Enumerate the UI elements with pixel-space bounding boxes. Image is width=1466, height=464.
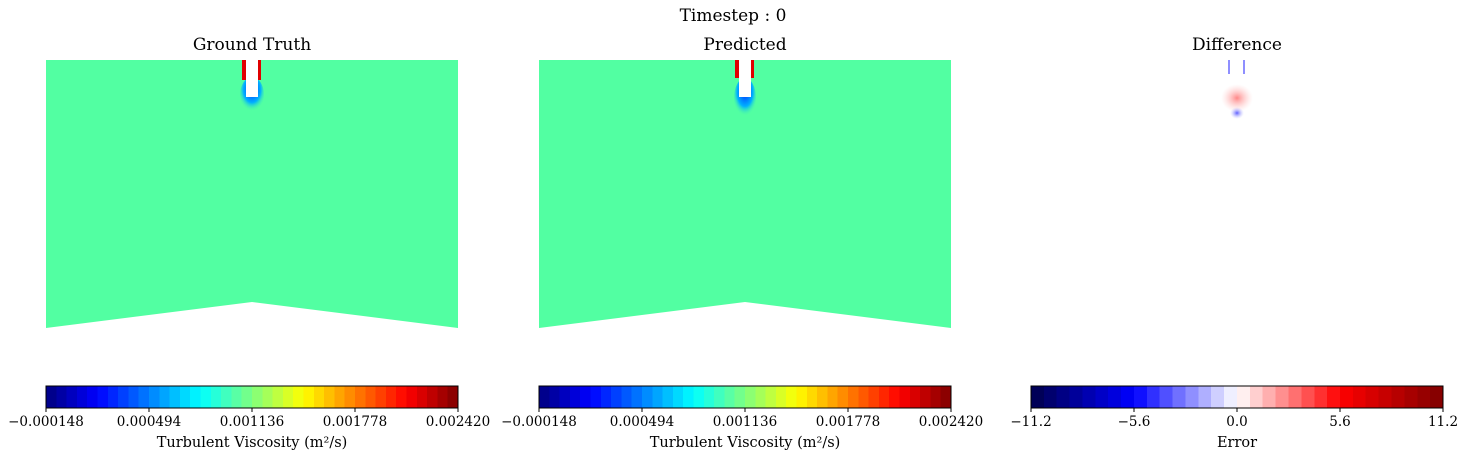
- field-ground-truth: [46, 60, 458, 328]
- domain-shape: [46, 60, 458, 328]
- colorbar-tick-label: 0.001778: [323, 414, 387, 430]
- colorbar-tick-label: 0.000494: [117, 414, 181, 430]
- colorbar-ground-truth: −0.000148 0.000494 0.001136 0.001778 0.00242…: [8, 385, 490, 430]
- colorbar-ticks: −0.000148 0.000494 0.001136 0.001778 0.00242…: [8, 408, 490, 430]
- colorbar-difference: −11.2 −5.6 0.0 5.6 11.2: [1010, 385, 1458, 430]
- colorbar-fill: [1030, 385, 1444, 409]
- field-difference: [1221, 60, 1253, 119]
- colorbar-tick-label: 0.000494: [610, 414, 674, 430]
- colorbar-ticks: −0.000148 0.000494 0.001136 0.001778 0.00242…: [501, 408, 983, 430]
- colorbar-tick-label: 0.002420: [919, 414, 983, 430]
- jet-right-wall-hot: [750, 60, 754, 78]
- colorbar-tick-label: 0.002420: [426, 414, 490, 430]
- diff-streak-right: [1243, 60, 1245, 74]
- colorbar-label-ground-truth: Turbulent Viscosity (m²/s): [156, 435, 348, 451]
- colorbar-tick-label: 0.001136: [713, 414, 777, 430]
- panel-title-ground-truth: Ground Truth: [192, 35, 312, 55]
- diff-streak-left: [1228, 60, 1230, 74]
- colorbar-tick-label: −0.000148: [8, 414, 84, 430]
- colorbar-tick-label: 0.001136: [220, 414, 284, 430]
- field-predicted: [539, 60, 951, 328]
- panel-title-predicted: Predicted: [703, 35, 787, 55]
- inlet-pipe: [246, 60, 258, 97]
- colorbar-fill: [45, 385, 459, 409]
- colorbar-tick-label: 0.0: [1226, 414, 1247, 430]
- figure-title: Timestep : 0: [679, 6, 787, 26]
- colorbar-label-difference: Error: [1216, 435, 1258, 451]
- colorbar-tick-label: −0.000148: [501, 414, 577, 430]
- inlet-pipe: [739, 60, 751, 97]
- colorbar-fill: [538, 385, 952, 409]
- colorbar-tick-label: −5.6: [1118, 414, 1151, 430]
- diff-blue-blob: [1230, 107, 1244, 119]
- colorbar-predicted: −0.000148 0.000494 0.001136 0.001778 0.00242…: [501, 385, 983, 430]
- colorbar-tick-label: −11.2: [1010, 414, 1051, 430]
- diff-red-blob: [1221, 84, 1253, 112]
- colorbar-tick-label: 11.2: [1428, 414, 1458, 430]
- colorbar-tick-label: 5.6: [1329, 414, 1350, 430]
- jet-right-wall-hot: [257, 60, 261, 80]
- panel-title-difference: Difference: [1192, 35, 1282, 55]
- colorbar-tick-label: 0.001778: [816, 414, 880, 430]
- jet-left-wall-hot: [242, 60, 246, 80]
- colorbar-ticks: −11.2 −5.6 0.0 5.6 11.2: [1010, 408, 1458, 430]
- colorbar-label-predicted: Turbulent Viscosity (m²/s): [649, 435, 841, 451]
- domain-shape: [539, 60, 951, 328]
- jet-left-wall-hot: [735, 60, 739, 78]
